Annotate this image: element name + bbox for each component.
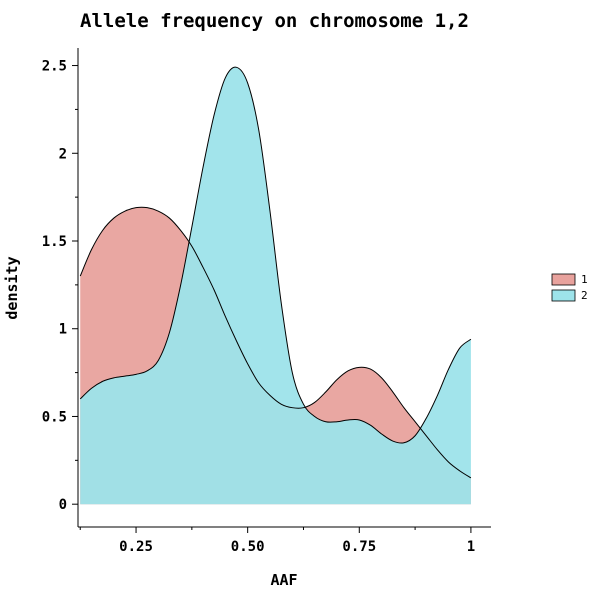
- density-area-series-2: [80, 67, 471, 505]
- y-tick-label: 0.5: [42, 409, 67, 425]
- y-tick-label: 1: [59, 322, 67, 338]
- x-tick-label: 0.50: [231, 539, 265, 555]
- x-tick-label: 1: [467, 539, 475, 555]
- axes: [77, 48, 491, 528]
- density-line-series-1: [79, 206, 472, 479]
- y-tick-label: 2.5: [42, 59, 67, 75]
- chart-title: Allele frequency on chromosome 1,2: [80, 10, 469, 32]
- legend-swatch-2: [551, 289, 576, 302]
- x-tick-label: 0.25: [119, 539, 153, 555]
- legend: 12: [551, 273, 588, 302]
- y-tick-label: 1.5: [42, 234, 67, 250]
- legend-swatch-1: [551, 273, 576, 286]
- y-tick-label: 2: [59, 146, 67, 162]
- legend-label-2: 2: [581, 289, 588, 302]
- y-tick-label: 0: [59, 497, 67, 513]
- x-axis-label: AAF: [270, 571, 297, 589]
- x-ticks: 0.25 0.50 0.75 1: [79, 527, 475, 555]
- y-axis-label: density: [3, 256, 21, 319]
- legend-label-1: 1: [581, 273, 588, 286]
- y-ticks: 0 0.5 1 1.5 2 2.5: [42, 59, 78, 513]
- density-line-series-2: [79, 66, 472, 444]
- plot-area: [79, 66, 472, 505]
- x-tick-label: 0.75: [342, 539, 376, 555]
